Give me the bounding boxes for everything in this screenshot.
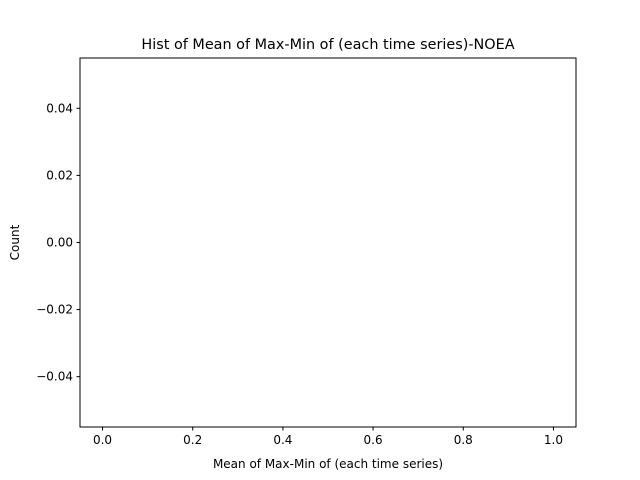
x-tick-label: 0.0 [93,433,112,447]
y-axis-ticks: 0.04 0.02 0.00 −0.02 −0.04 [36,101,80,384]
x-tick-label: 0.2 [183,433,202,447]
y-tick-label: −0.02 [36,303,73,317]
x-axis-ticks: 0.0 0.2 0.4 0.6 0.8 1.0 [93,427,563,447]
chart-title: Hist of Mean of Max-Min of (each time se… [141,37,514,53]
y-tick-label: 0.04 [46,101,73,115]
y-tick-label: 0.00 [46,236,73,250]
y-axis-label: Count [8,224,22,260]
x-tick-label: 0.6 [364,433,383,447]
x-tick-label: 0.4 [273,433,292,447]
y-tick-label: −0.04 [36,370,73,384]
x-axis-label: Mean of Max-Min of (each time series) [213,457,443,471]
x-tick-label: 1.0 [544,433,563,447]
y-tick-label: 0.02 [46,168,73,182]
axes-frame [79,57,577,428]
plot-area: 0.0 0.2 0.4 0.6 0.8 1.0 0.04 0.02 0.00 −0.02 −0.0… [36,57,577,447]
x-tick-label: 0.8 [454,433,473,447]
